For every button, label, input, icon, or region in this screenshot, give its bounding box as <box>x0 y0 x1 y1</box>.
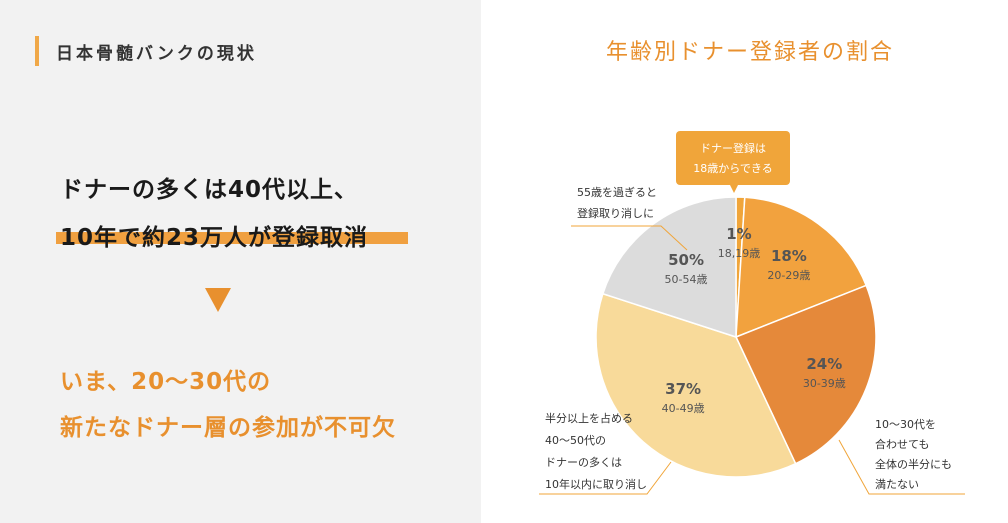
slice-percent-label: 1% <box>726 225 751 243</box>
pie-slice-3 <box>734 284 877 465</box>
slice-age-label: 20-29歳 <box>767 269 810 282</box>
annotation-bottom-left-4: 10年以内に取り消し <box>545 477 647 491</box>
headline-line-2: 10年で約23万人が登録取消 <box>60 225 369 251</box>
callout-pointer <box>730 185 738 193</box>
leader-line-bottom-left <box>539 461 672 495</box>
callout-line-2: 18歳からできる <box>693 162 772 175</box>
annotation-bottom-right-2: 合わせても <box>875 437 929 451</box>
slice-age-label: 18,19歳 <box>718 247 761 260</box>
down-arrow-icon <box>205 288 231 312</box>
left-panel: 日本骨髄バンクの現状 ドナーの多くは40代以上、 10年で約23万人が登録取消 … <box>0 0 481 523</box>
pie-slice-4 <box>595 292 797 478</box>
headline-highlight <box>56 232 408 244</box>
annotation-bottom-right-4: 満たない <box>875 478 919 491</box>
annotation-bottom-left-1: 半分以上を占める <box>545 411 633 425</box>
chart-title: 年齢別ドナー登録者の割合 <box>605 40 894 65</box>
slice-age-label: 40-49歳 <box>662 402 705 415</box>
section-accent-bar <box>35 36 39 66</box>
section-label: 日本骨髄バンクの現状 <box>56 44 257 64</box>
annotation-bottom-left-2: 40〜50代の <box>545 434 606 447</box>
slice-age-label: 30-39歳 <box>803 377 846 390</box>
slice-percent-label: 50% <box>668 251 704 269</box>
annotation-bottom-left-3: ドナーの多くは <box>545 455 622 469</box>
slice-percent-label: 24% <box>806 355 842 373</box>
pie-slice-5 <box>601 196 737 339</box>
annotation-top-left-1: 55歳を過ぎると <box>577 185 657 199</box>
sub-line-1: いま、20〜30代の <box>60 369 272 395</box>
headline-line-1: ドナーの多くは40代以上、 <box>60 177 359 203</box>
slice-percent-label: 18% <box>771 247 807 265</box>
pie-chart: 1% 18,19歳 18% 20-29歳 24% 30-39歳 37% 40-49歳 50% 50… <box>539 131 965 495</box>
sub-line-2: 新たなドナー層の参加が不可欠 <box>60 415 396 441</box>
leader-line-top-left <box>571 225 688 251</box>
pie-slice-2 <box>735 196 868 339</box>
leader-line-bottom-right <box>838 439 965 495</box>
slice-percent-label: 37% <box>665 380 701 398</box>
callout-box <box>676 131 790 185</box>
pie-labels: 1% 18,19歳 18% 20-29歳 24% 30-39歳 37% 40-49歳 50% 50… <box>662 225 846 415</box>
slice-age-label: 50-54歳 <box>665 273 708 286</box>
annotation-bottom-right-1: 10〜30代を <box>875 418 936 431</box>
callout-line-1: ドナー登録は <box>700 141 766 155</box>
pie-slices <box>595 196 877 478</box>
annotation-bottom-right-3: 全体の半分にも <box>875 457 952 471</box>
annotation-top-left-2: 登録取り消しに <box>577 206 654 220</box>
